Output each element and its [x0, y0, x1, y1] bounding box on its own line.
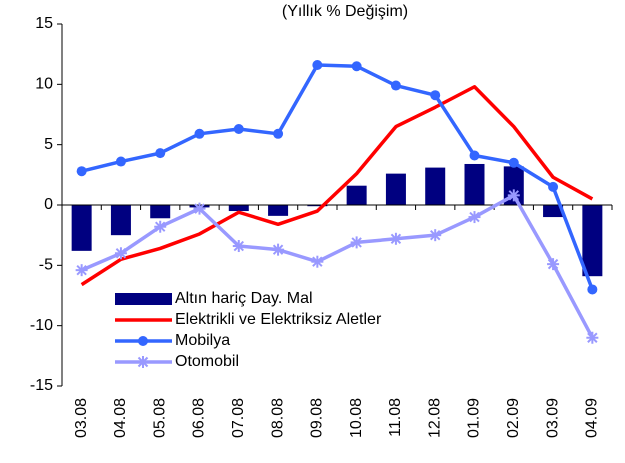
marker-stroke	[430, 229, 441, 241]
legend-label: Altın hariç Day. Mal	[175, 290, 313, 307]
marker	[154, 220, 167, 233]
marker-stroke	[115, 248, 127, 259]
marker	[232, 240, 245, 253]
marker-stroke	[233, 240, 244, 252]
marker	[508, 157, 519, 168]
x-tick-label: 11.08	[387, 398, 404, 437]
bar	[543, 205, 564, 218]
marker	[351, 61, 362, 72]
x-tick-label: 01.09	[466, 398, 483, 438]
x-tick-label: 09.08	[309, 398, 326, 438]
marker	[390, 80, 401, 91]
y-tick-label: 15	[35, 15, 53, 32]
marker	[468, 211, 481, 224]
x-tick-label: 04.08	[112, 398, 129, 438]
bar	[307, 205, 328, 207]
marker	[194, 128, 205, 139]
marker	[114, 247, 127, 260]
marker-stroke	[76, 264, 87, 276]
bar	[268, 205, 289, 216]
x-tick-label: 07.08	[230, 398, 247, 438]
marker	[76, 166, 87, 177]
marker-stroke	[194, 203, 205, 214]
marker	[233, 123, 244, 134]
marker-stroke	[587, 332, 598, 343]
marker	[115, 156, 126, 167]
marker	[587, 284, 598, 295]
bar	[228, 205, 249, 212]
y-tick-label: 0	[44, 196, 53, 213]
y-tick-label: -15	[30, 377, 53, 394]
y-tick-label: -5	[39, 257, 53, 274]
marker	[193, 202, 206, 215]
legend-label: Mobilya	[175, 332, 230, 349]
y-tick-label: -10	[30, 317, 53, 334]
bar	[464, 163, 485, 205]
marker	[75, 264, 88, 277]
legend-swatch	[115, 293, 172, 305]
x-tick-label: 06.08	[191, 398, 208, 438]
marker	[548, 181, 559, 192]
marker	[469, 150, 480, 161]
marker	[137, 356, 149, 368]
marker	[272, 243, 285, 256]
marker-stroke	[272, 244, 284, 255]
legend-marker	[138, 336, 148, 346]
x-tick-label: 02.09	[505, 398, 522, 438]
marker	[155, 148, 166, 159]
line	[80, 84, 594, 287]
y-tick-label: 10	[35, 76, 53, 93]
x-tick-label: 08.08	[269, 398, 286, 438]
marker	[429, 229, 442, 242]
x-tick-label: 04.09	[584, 398, 601, 438]
marker-stroke	[469, 211, 480, 223]
line	[80, 193, 594, 339]
legend-label: Elektrikli ve Elektriksiz Aletler	[175, 311, 382, 328]
bar	[150, 205, 171, 219]
chart-title: (Yıllık % Değişim)	[282, 3, 408, 20]
bar	[425, 167, 446, 205]
bar	[346, 185, 367, 205]
marker-stroke	[312, 256, 323, 267]
marker	[350, 236, 363, 249]
marker	[273, 128, 284, 139]
marker	[430, 90, 441, 101]
marker	[389, 232, 402, 245]
legend-label: Otomobil	[175, 353, 239, 370]
marker	[311, 255, 324, 268]
marker-stroke	[390, 233, 402, 244]
marker-stroke	[351, 237, 362, 248]
bar	[385, 173, 406, 205]
y-tick-label: 5	[44, 136, 53, 153]
x-tick-label: 03.08	[73, 398, 90, 438]
bar	[110, 205, 131, 236]
marker-stroke	[137, 356, 149, 368]
bar	[71, 205, 92, 251]
bar	[582, 205, 603, 277]
x-tick-label: 03.09	[544, 398, 561, 438]
marker	[586, 331, 599, 344]
x-tick-label: 12.08	[426, 398, 443, 438]
line	[81, 63, 594, 291]
marker	[312, 60, 323, 71]
x-tick-label: 10.08	[348, 398, 365, 438]
marker-stroke	[508, 190, 519, 201]
x-tick-label: 05.08	[151, 398, 168, 438]
marker-stroke	[547, 258, 559, 270]
marker-stroke	[155, 221, 166, 232]
marker	[547, 258, 560, 271]
marker	[507, 189, 520, 202]
